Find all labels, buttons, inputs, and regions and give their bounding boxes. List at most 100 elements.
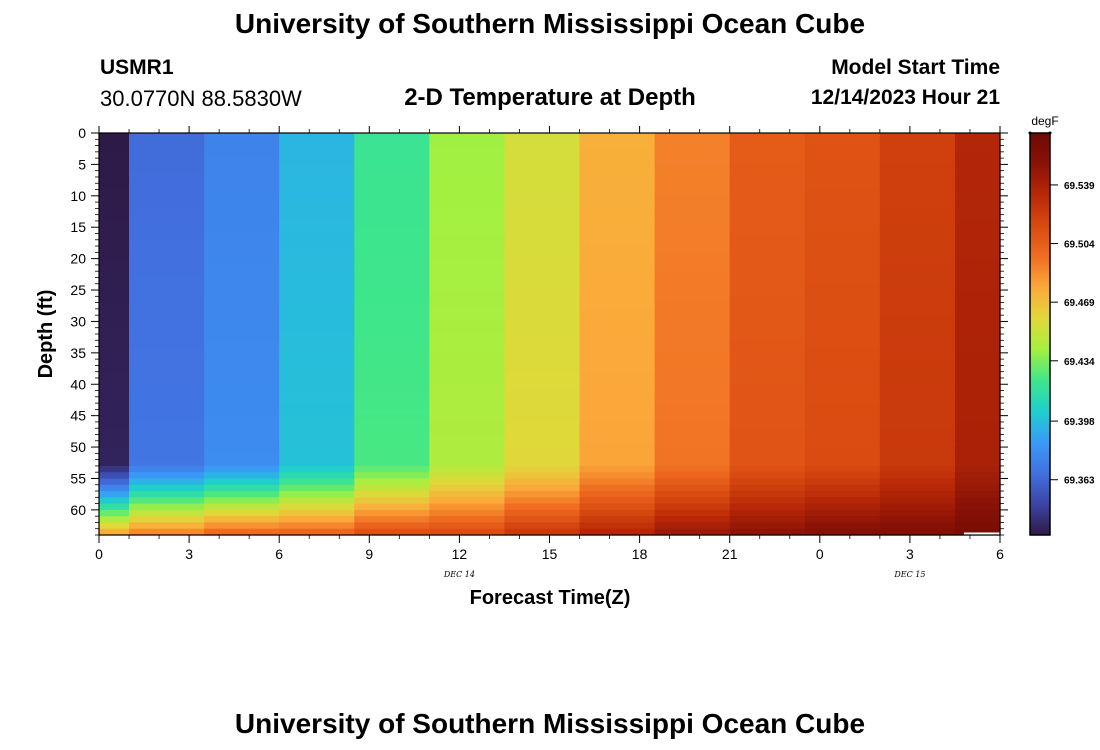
heatmap-cell (204, 522, 280, 530)
heatmap-cell (354, 145, 430, 153)
station-id: USMR1 (100, 56, 174, 79)
heatmap-cell (579, 478, 656, 486)
heatmap-cell (804, 440, 881, 448)
heatmap-cell (729, 133, 806, 140)
heatmap-cell (804, 227, 881, 235)
heatmap-cell (654, 214, 731, 222)
heatmap-cell (204, 440, 280, 448)
heatmap-cell (99, 170, 130, 178)
heatmap-cell (354, 283, 430, 291)
heatmap-cell (279, 252, 355, 260)
heatmap-cell (804, 403, 881, 410)
heatmap-cell (354, 409, 430, 417)
heatmap-cell (504, 528, 581, 536)
heatmap-cell (429, 497, 506, 505)
heatmap-cell (729, 509, 806, 517)
heatmap-cell (99, 340, 130, 348)
heatmap-cell (429, 409, 506, 417)
heatmap-cell (729, 151, 806, 159)
heatmap-cell (99, 334, 130, 341)
heatmap-cell (729, 283, 806, 291)
heatmap-cell (804, 453, 881, 461)
heatmap-cell (879, 252, 956, 260)
heatmap-cell (804, 447, 881, 454)
heatmap-cell (879, 183, 956, 191)
heatmap-cell (729, 202, 806, 209)
heatmap-cell (504, 239, 581, 247)
heatmap-cell (954, 453, 1001, 461)
heatmap-cell (99, 220, 130, 228)
heatmap-cell (579, 396, 656, 404)
heatmap-cell (879, 522, 956, 530)
heatmap-cell (204, 315, 280, 323)
heatmap-cell (579, 359, 656, 367)
heatmap-cell (804, 176, 881, 184)
heatmap-cell (879, 447, 956, 454)
heatmap-cell (804, 208, 881, 216)
heatmap-cell (654, 415, 731, 423)
heatmap-cell (879, 359, 956, 367)
heatmap-cell (99, 227, 130, 235)
heatmap-cell (954, 384, 1001, 392)
heatmap-cell (99, 415, 130, 423)
heatmap-cell (429, 528, 506, 536)
heatmap-cell (654, 233, 731, 241)
heatmap-cell (654, 258, 731, 266)
heatmap-cell (204, 145, 280, 153)
heatmap-cell (129, 208, 205, 216)
heatmap-cell (504, 484, 581, 492)
heatmap-cell (129, 302, 205, 310)
heatmap-cell (429, 264, 506, 272)
heatmap-cell (279, 434, 355, 442)
heatmap-cell (204, 516, 280, 524)
heatmap-cell (729, 158, 806, 166)
heatmap-cell (729, 453, 806, 461)
heatmap-cell (279, 440, 355, 448)
heatmap-cell (654, 321, 731, 329)
heatmap-cell (429, 403, 506, 410)
heatmap-cell (804, 359, 881, 367)
x-tick-label: 0 (816, 546, 824, 562)
heatmap-cell (729, 377, 806, 385)
heatmap-cell (804, 308, 881, 316)
heatmap-cell (204, 359, 280, 367)
heatmap-cell (579, 290, 656, 297)
heatmap-cell (579, 220, 656, 228)
heatmap-cell (429, 239, 506, 247)
heatmap-cell (579, 139, 656, 147)
heatmap-cell (804, 377, 881, 385)
heatmap-cell (354, 202, 430, 209)
heatmap-cell (579, 258, 656, 266)
heatmap-cell (879, 478, 956, 486)
heatmap-cell (879, 296, 956, 304)
heatmap-cell (579, 509, 656, 517)
heatmap-cell (129, 264, 205, 272)
heatmap-cell (129, 133, 205, 140)
heatmap-cell (804, 290, 881, 297)
heatmap-cell (654, 377, 731, 385)
heatmap-cell (279, 478, 355, 486)
heatmap-cell (879, 409, 956, 417)
heatmap-cell (729, 302, 806, 310)
heatmap-cell (579, 214, 656, 222)
heatmap-cell (99, 421, 130, 429)
heatmap-cell (354, 308, 430, 316)
heatmap-cell (429, 447, 506, 454)
heatmap-cell (654, 503, 731, 511)
y-axis-title: Depth (ft) (35, 290, 57, 379)
heatmap-cell (504, 371, 581, 379)
heatmap-cell (654, 472, 731, 480)
heatmap-cell (204, 334, 280, 341)
heatmap-cell (579, 428, 656, 436)
heatmap-cell (654, 428, 731, 436)
heatmap-cell (99, 509, 130, 517)
heatmap-cell (354, 258, 430, 266)
heatmap-cell (429, 327, 506, 335)
heatmap-cell (654, 478, 731, 486)
heatmap-cell (879, 246, 956, 253)
heatmap-cell (804, 497, 881, 505)
heatmap-cell (654, 252, 731, 260)
heatmap-cell (879, 384, 956, 392)
heatmap-cell (279, 227, 355, 235)
heatmap-cell (99, 484, 130, 492)
